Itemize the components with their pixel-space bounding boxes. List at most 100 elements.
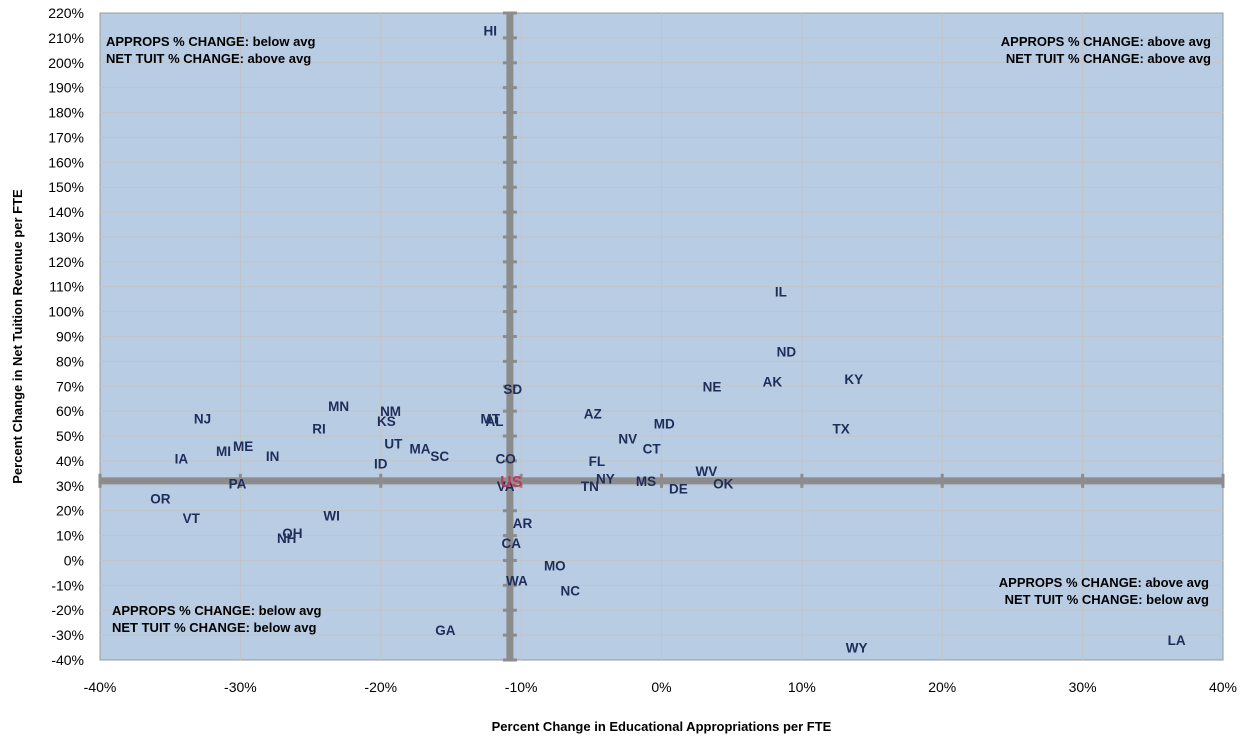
y-tick-label: 120% [48, 254, 84, 270]
y-tick-label: 90% [56, 329, 84, 345]
point-label-ak: AK [763, 374, 783, 389]
y-tick-label: 220% [48, 5, 84, 21]
point-label-ct: CT [643, 441, 662, 456]
point-label-de: DE [669, 481, 688, 496]
point-label-pa: PA [229, 476, 247, 491]
point-label-mn: MN [328, 399, 349, 414]
point-label-wi: WI [323, 509, 340, 524]
y-tick-label: 140% [48, 204, 84, 220]
point-label-co: CO [496, 451, 516, 466]
point-label-vt: VT [183, 511, 201, 526]
point-label-nh: NH [277, 531, 297, 546]
x-tick-label: 40% [1209, 679, 1237, 695]
point-label-nc: NC [561, 583, 581, 598]
point-label-md: MD [654, 417, 675, 432]
point-label-nm: NM [380, 404, 401, 419]
point-label-me: ME [233, 439, 253, 454]
y-tick-label: 0% [64, 552, 84, 568]
point-label-in: IN [266, 449, 280, 464]
quadrant-labels: APPROPS % CHANGE: below avg NET TUIT % CH… [106, 34, 1211, 635]
y-tick-label: 30% [56, 478, 84, 494]
point-label-ma: MA [410, 441, 431, 456]
y-tick-label: 80% [56, 353, 84, 369]
y-tick-label: 160% [48, 154, 84, 170]
point-label-ny: NY [596, 471, 615, 486]
y-tick-label: 200% [48, 55, 84, 71]
point-label-al: AL [485, 414, 503, 429]
x-axis-title: Percent Change in Educational Appropriat… [492, 719, 832, 734]
point-label-wa: WA [506, 573, 528, 588]
quadrant-label: NET TUIT % CHANGE: below avg [112, 620, 316, 635]
point-label-ky: KY [844, 372, 863, 387]
y-tick-label: 150% [48, 179, 84, 195]
point-label-ok: OK [713, 476, 734, 491]
point-label-nj: NJ [194, 412, 211, 427]
point-label-nd: ND [777, 344, 797, 359]
point-label-sc: SC [430, 449, 449, 464]
point-label-oh: OH [282, 526, 302, 541]
x-tick-label: 0% [651, 679, 671, 695]
point-label-ri: RI [312, 422, 326, 437]
point-label-ga: GA [435, 623, 456, 638]
quadrant-label: NET TUIT % CHANGE: below avg [1005, 592, 1209, 607]
y-tick-label: 60% [56, 403, 84, 419]
y-tick-label: 110% [49, 279, 84, 295]
y-tick-label: 190% [48, 80, 84, 96]
y-tick-label: 170% [48, 129, 84, 145]
x-tick-label: 30% [1069, 679, 1097, 695]
point-label-la: LA [1168, 633, 1186, 648]
point-label-il: IL [775, 285, 787, 300]
point-label-ms: MS [636, 474, 656, 489]
y-tick-label: -10% [51, 577, 84, 593]
x-tick-label: -40% [84, 679, 117, 695]
y-tick-label: 100% [48, 304, 84, 320]
y-tick-label: -20% [51, 602, 84, 618]
y-tick-label: 180% [48, 105, 84, 121]
y-tick-label: 70% [56, 378, 84, 394]
y-tick-label: 20% [56, 503, 84, 519]
quadrant-label: APPROPS % CHANGE: above avg [999, 575, 1209, 590]
point-label-fl: FL [589, 454, 606, 469]
y-tick-label: 40% [56, 453, 84, 469]
quadrant-label: APPROPS % CHANGE: above avg [1001, 34, 1211, 49]
point-label-az: AZ [584, 407, 602, 422]
point-label-mi: MI [216, 444, 231, 459]
point-label-us: US [500, 474, 523, 491]
quadrant-label: NET TUIT % CHANGE: above avg [1006, 51, 1211, 66]
y-tick-label: 10% [56, 528, 84, 544]
point-label-sd: SD [503, 382, 522, 397]
x-tick-labels: -40% -30% -20% -10% 0% 10% 20% 30% 40% [84, 679, 1237, 695]
point-label-ks: KS [377, 414, 396, 429]
gridlines [100, 13, 1223, 660]
point-label-ca: CA [502, 536, 522, 551]
x-tick-label: 10% [788, 679, 816, 695]
y-tick-labels: -40% -30% -20% -10% 0% 10% 20% 30% 40% 50% 60% 70% 8… [48, 5, 84, 668]
point-label-ar: AR [513, 516, 533, 531]
quadrant-label: NET TUIT % CHANGE: above avg [106, 51, 311, 66]
point-label-wy: WY [846, 641, 868, 656]
quadrant-label: APPROPS % CHANGE: below avg [106, 34, 316, 49]
y-axis-title: Percent Change in Net Tuition Revenue pe… [10, 189, 25, 484]
point-label-or: OR [150, 491, 171, 506]
point-label-mo: MO [544, 558, 566, 573]
x-tick-label: -20% [364, 679, 397, 695]
quadrant-label: APPROPS % CHANGE: below avg [112, 603, 322, 618]
y-tick-label: 50% [56, 428, 84, 444]
y-tick-label: -30% [51, 627, 84, 643]
point-label-ia: IA [175, 451, 189, 466]
average-reference-lines [98, 11, 1225, 662]
point-label-tn: TN [581, 479, 599, 494]
point-label-id: ID [374, 456, 388, 471]
x-tick-label: 20% [928, 679, 956, 695]
point-label-ne: NE [703, 379, 722, 394]
y-tick-label: 130% [48, 229, 84, 245]
y-tick-label: -40% [51, 652, 84, 668]
point-label-nv: NV [618, 432, 637, 447]
point-label-wv: WV [696, 464, 718, 479]
point-label-va: VA [497, 479, 515, 494]
point-label-ut: UT [384, 437, 403, 452]
x-tick-label: -10% [505, 679, 538, 695]
y-tick-label: 210% [48, 30, 84, 46]
